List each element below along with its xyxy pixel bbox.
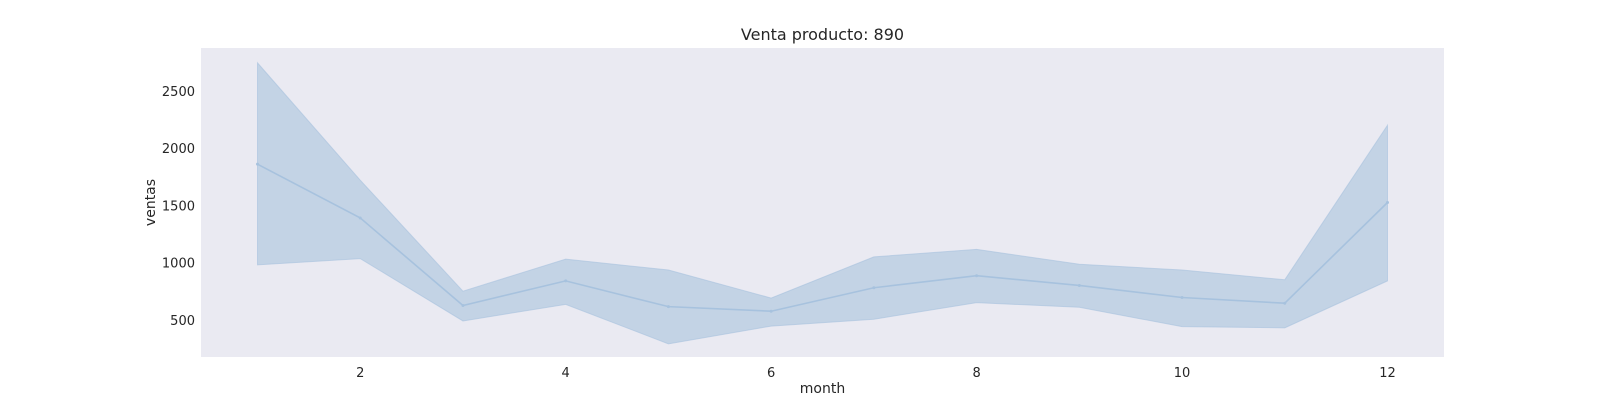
data-point [564, 279, 568, 283]
x-axis-ticks: 2 4 6 8 10 12 [356, 366, 1396, 381]
confidence-band [257, 61, 1388, 345]
confidence-band-layer [257, 61, 1388, 345]
x-tick-label: 2 [356, 366, 364, 381]
data-point [1386, 201, 1389, 204]
series-line [257, 163, 1389, 313]
x-tick-label: 10 [1174, 366, 1191, 381]
data-point [358, 216, 362, 220]
x-tick-label: 4 [562, 366, 570, 381]
data-point [1283, 301, 1287, 305]
data-point [666, 305, 670, 309]
y-tick-label: 2500 [162, 85, 195, 100]
data-point [1180, 295, 1184, 299]
y-axis-label: ventas [143, 179, 159, 226]
y-tick-label: 500 [170, 314, 195, 329]
x-tick-label: 12 [1379, 366, 1396, 381]
data-point [461, 304, 465, 307]
x-axis-label: month [800, 381, 845, 397]
x-tick-label: 8 [972, 366, 980, 381]
data-point [1077, 283, 1081, 287]
data-point [872, 286, 876, 290]
x-tick-label: 6 [767, 366, 775, 381]
chart-title: Venta producto: 890 [741, 25, 904, 44]
y-tick-label: 1000 [162, 257, 195, 272]
y-axis-ticks: 500 1000 1500 2000 2500 [162, 85, 195, 329]
y-tick-label: 1500 [162, 199, 195, 214]
series-line-layer [256, 162, 1389, 313]
data-point [975, 274, 979, 278]
y-tick-label: 2000 [162, 142, 195, 157]
data-point [769, 309, 773, 313]
data-point [256, 162, 259, 166]
